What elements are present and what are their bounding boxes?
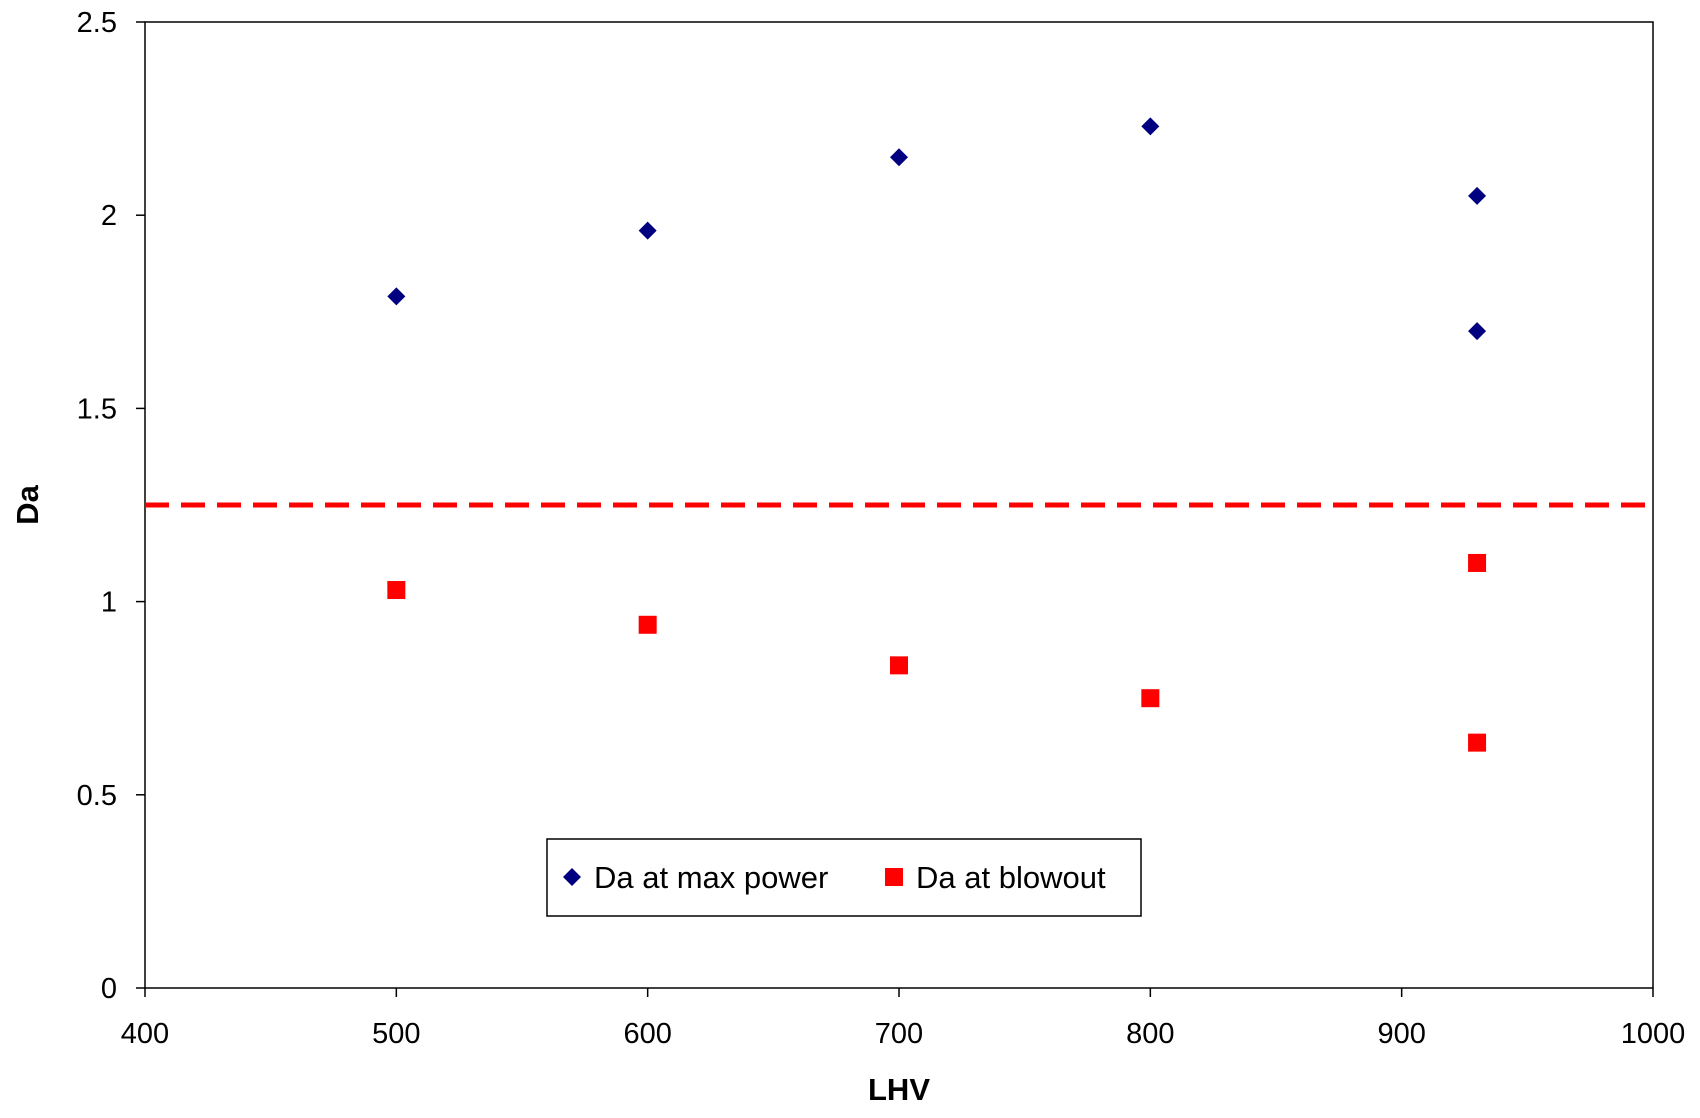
- y-tick-label: 2: [101, 200, 117, 232]
- x-tick-label: 600: [623, 1018, 671, 1050]
- x-tick-label: 400: [121, 1018, 169, 1050]
- y-tick-label: 2.5: [77, 7, 117, 39]
- legend-label: Da at blowout: [916, 860, 1106, 895]
- legend-label: Da at max power: [594, 860, 828, 895]
- x-tick-label: 900: [1377, 1018, 1425, 1050]
- x-tick-label: 500: [372, 1018, 420, 1050]
- data-points: [387, 117, 1487, 752]
- blowout-point: [638, 615, 657, 634]
- plot-area: [144, 21, 1654, 989]
- legend: Da at max power Da at blowout: [546, 838, 1142, 917]
- x-tick-label: 1000: [1621, 1018, 1686, 1050]
- x-tick-label: 800: [1126, 1018, 1174, 1050]
- blowout-point: [387, 581, 406, 600]
- legend-box: [546, 838, 1142, 917]
- max-power-point: [1468, 186, 1487, 205]
- series-diamond: [387, 117, 1487, 341]
- axis-ticks: 400 500 600 700 800 900 1000 0 0.5 1 1.5 2 2.5: [77, 7, 1686, 1050]
- series-square: [387, 553, 1487, 752]
- x-axis-title: LHV: [868, 1072, 930, 1107]
- max-power-point: [890, 148, 908, 167]
- max-power-point: [638, 221, 657, 240]
- y-tick-label: 1.5: [77, 393, 117, 425]
- max-power-point: [1468, 322, 1487, 341]
- x-tick-label: 700: [875, 1018, 923, 1050]
- legend-marker-diamond: [563, 868, 581, 886]
- blowout-point: [1141, 689, 1160, 708]
- blowout-point: [1468, 553, 1487, 572]
- max-power-point: [1141, 117, 1160, 136]
- legend-items: Da at max power Da at blowout: [563, 860, 1106, 895]
- legend-marker-square: [885, 868, 903, 886]
- y-tick-label: 0: [101, 973, 117, 1005]
- blowout-point: [1468, 733, 1487, 752]
- max-power-point: [387, 287, 406, 306]
- y-axis-title: Da: [10, 484, 45, 524]
- y-tick-label: 0.5: [77, 780, 117, 812]
- y-tick-label: 1: [101, 587, 117, 619]
- blowout-point: [890, 656, 908, 675]
